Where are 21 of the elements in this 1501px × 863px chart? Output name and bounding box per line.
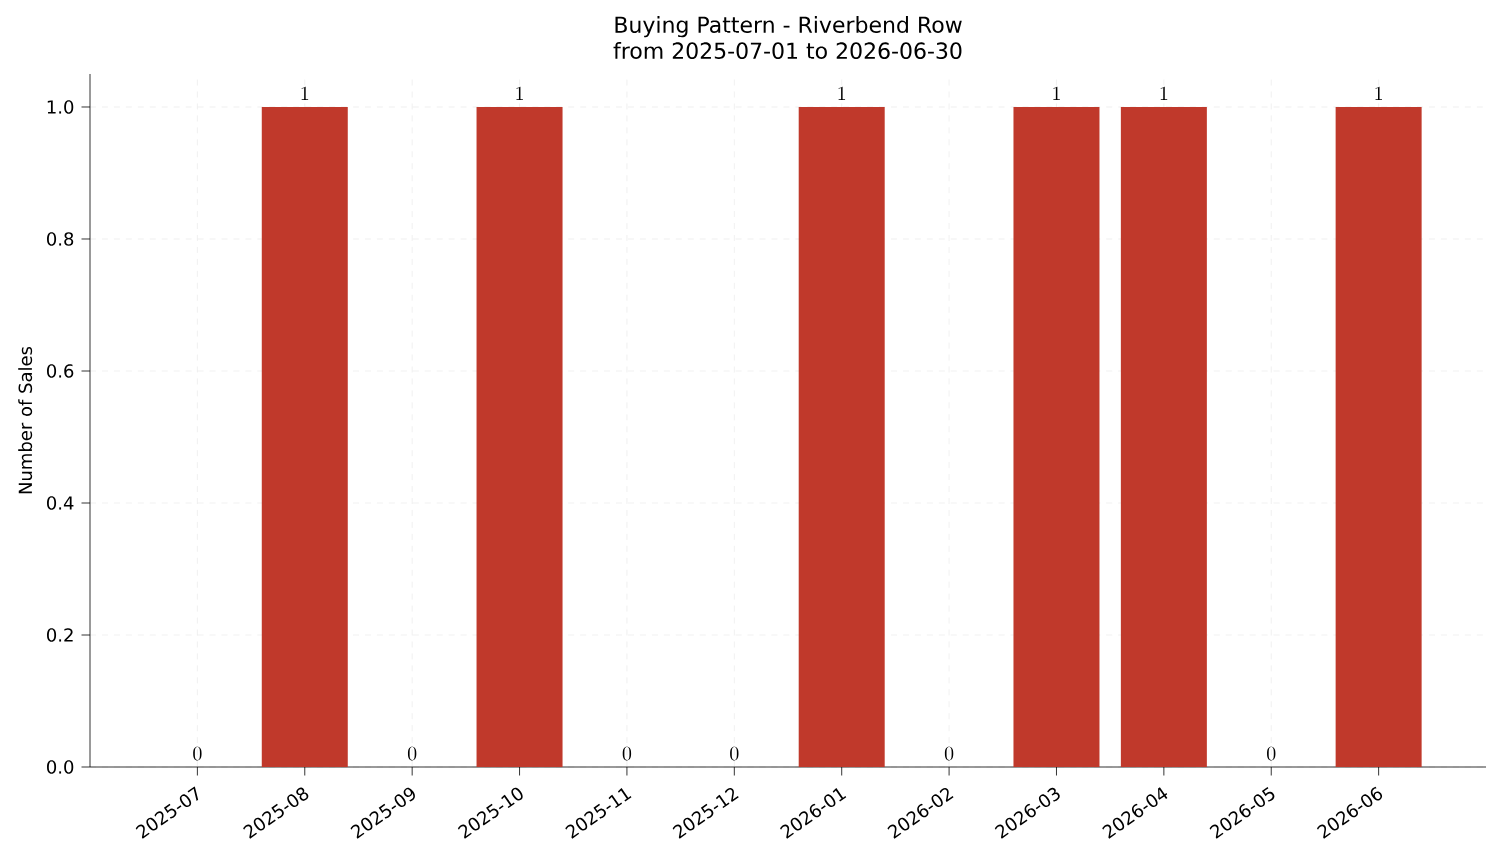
data-label: 0: [944, 746, 954, 761]
data-label: 0: [1267, 746, 1276, 761]
data-label: 1: [516, 86, 523, 100]
y-tick-label: 1.0: [47, 100, 74, 114]
y-tick-label: 0.4: [47, 496, 74, 510]
y-tick-label: 0.2: [47, 628, 73, 642]
data-label: 1: [1160, 86, 1168, 100]
data-label: 1: [301, 86, 309, 100]
data-label: 1: [1053, 86, 1060, 100]
data-label: 1: [1375, 86, 1382, 100]
y-tick-label: 0.6: [47, 364, 74, 378]
chart-title: Buying Pattern - Riverbend Row: [615, 15, 962, 38]
y-tick-label: 0.0: [47, 760, 74, 774]
data-label: 0: [193, 746, 202, 761]
chart-subtitle: from 2025-07-01 to 2026-06-30: [613, 41, 962, 59]
data-label: 0: [622, 746, 632, 761]
data-label: 1: [838, 86, 846, 100]
y-tick-label: 0.8: [47, 232, 74, 246]
data-label: 0: [407, 746, 417, 761]
y-axis-title: Number of Sales: [18, 346, 33, 494]
data-label: 0: [730, 746, 739, 761]
